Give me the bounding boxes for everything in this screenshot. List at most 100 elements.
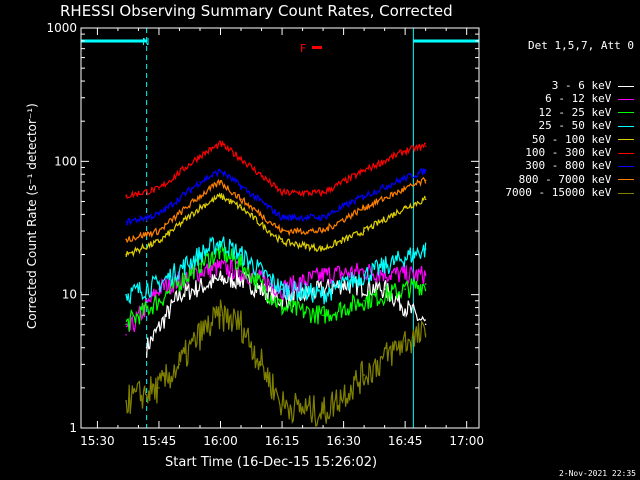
data-point — [322, 248, 324, 250]
data-point — [219, 240, 222, 243]
data-point — [363, 230, 365, 232]
data-point — [404, 340, 406, 342]
x-tick-label: 15:30 — [80, 434, 115, 448]
data-point — [404, 288, 406, 290]
data-point — [199, 155, 201, 157]
legend-swatch — [618, 85, 634, 87]
legend-entry: 100 - 300 keV — [505, 146, 634, 159]
data-point — [125, 323, 127, 326]
data-point — [363, 274, 365, 276]
data-point — [363, 169, 365, 172]
legend-swatch — [618, 179, 634, 181]
x-tick-label: 16:00 — [203, 434, 238, 448]
data-point — [383, 288, 386, 290]
data-point — [404, 188, 406, 190]
data-point — [424, 179, 427, 182]
data-point — [404, 206, 406, 209]
data-point — [158, 299, 160, 302]
data-point — [240, 206, 242, 209]
data-point — [281, 306, 283, 309]
legend-label: 12 - 25 keV — [538, 105, 618, 119]
y-tick-label: 100 — [54, 154, 77, 168]
data-point — [404, 274, 406, 276]
data-point — [240, 263, 242, 265]
legend-entry: 50 - 100 keV — [505, 133, 634, 146]
data-point — [158, 387, 160, 389]
legend-label: 7000 - 15000 keV — [505, 186, 618, 200]
data-point — [145, 346, 148, 349]
legend-entry: 25 - 50 keV — [505, 119, 634, 132]
x-tick-label: 16:30 — [326, 434, 361, 448]
data-point — [322, 274, 324, 276]
data-point — [219, 266, 222, 269]
data-point — [125, 195, 127, 197]
legend-label: 300 - 800 keV — [525, 159, 618, 173]
legend-swatch — [618, 192, 634, 194]
legend-label: 25 - 50 keV — [538, 119, 618, 133]
data-point — [199, 206, 201, 209]
data-point — [125, 293, 127, 296]
legend-entry: 3 - 6 keV — [505, 79, 634, 92]
data-point — [281, 216, 283, 219]
series-line-8 — [125, 299, 427, 428]
series-line-4 — [125, 192, 427, 258]
legend-label: 50 - 100 keV — [531, 132, 618, 146]
data-point — [363, 374, 365, 376]
data-point — [219, 143, 222, 145]
data-point — [363, 195, 365, 197]
legend-label: 100 - 300 keV — [525, 146, 618, 160]
data-point — [363, 206, 365, 209]
data-point — [363, 270, 365, 272]
legend-entry: 6 - 12 keV — [505, 92, 634, 105]
data-point — [158, 283, 160, 285]
legend-label: 6 - 12 keV — [545, 92, 618, 106]
legend-swatch — [618, 98, 634, 100]
series-line-7 — [125, 176, 427, 244]
data-point — [322, 230, 324, 232]
data-point — [125, 221, 127, 223]
legend-entry: 7000 - 15000 keV — [505, 186, 634, 199]
legend-label: 800 - 7000 keV — [518, 172, 618, 186]
data-point — [342, 283, 345, 285]
data-point — [158, 188, 160, 190]
data-point — [424, 145, 427, 147]
data-point — [281, 403, 283, 406]
series-line-3 — [125, 236, 427, 305]
data-point — [404, 149, 406, 152]
legend-header: Det 1,5,7, Att 0 — [528, 38, 634, 52]
data-point — [125, 399, 127, 402]
axes: 15:30 15:45 16:00 16:15 16:30 16:45 17:00 1 10 10… — [46, 21, 484, 448]
data-point — [281, 230, 283, 232]
series-line-6 — [125, 167, 427, 226]
data-point — [219, 314, 222, 317]
data-point — [281, 240, 283, 243]
data-point — [322, 192, 324, 194]
data-point — [281, 192, 283, 194]
x-tick-label: 15:45 — [142, 434, 177, 448]
generation-timestamp: 2-Nov-2021 22:35 — [558, 469, 636, 478]
x-tick-label: 16:15 — [265, 434, 300, 448]
data-point — [240, 253, 242, 256]
data-point — [424, 283, 427, 285]
legend-swatch — [618, 139, 634, 141]
plot-frame — [80, 27, 480, 429]
y-tick-label: 1000 — [46, 21, 77, 35]
data-point — [219, 278, 222, 281]
data-point — [281, 288, 283, 290]
legend-entry: 12 - 25 keV — [505, 106, 634, 119]
y-tick-label: 1 — [69, 421, 77, 435]
data-point — [240, 198, 242, 200]
data-point — [424, 169, 427, 172]
legend-swatch — [618, 152, 634, 154]
data-point — [260, 363, 263, 366]
data-point — [219, 169, 222, 172]
data-point — [219, 250, 222, 253]
data-point — [199, 181, 201, 183]
chart-title: RHESSI Observing Summary Count Rates, Co… — [60, 2, 453, 20]
y-axis-label: Corrected Count Rate (s⁻¹ detector⁻¹) — [25, 103, 39, 329]
data-point — [240, 185, 242, 188]
data-point — [322, 293, 324, 296]
data-point — [199, 334, 201, 336]
legend-label: 3 - 6 keV — [551, 79, 618, 93]
